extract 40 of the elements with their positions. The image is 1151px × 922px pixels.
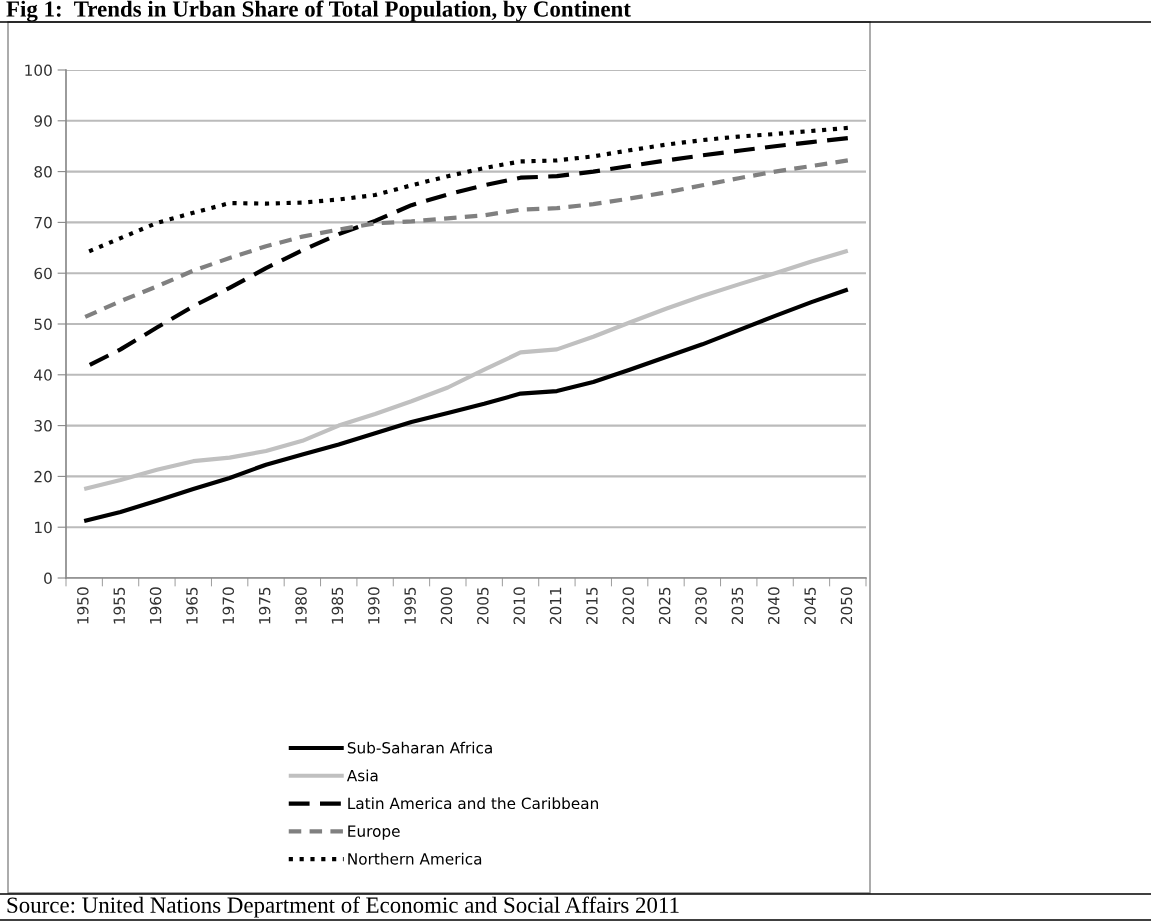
x-tick-label: 2000 (440, 587, 453, 625)
y-tick-label: 50 (34, 318, 52, 331)
y-tick-label: 70 (34, 216, 52, 229)
x-tick-label: 2011 (549, 587, 562, 625)
x-tick-label: 2005 (477, 587, 489, 625)
legend-label: Northern America (348, 852, 482, 865)
x-tick-label: 1970 (222, 587, 235, 624)
x-tick-label: 2025 (658, 587, 671, 625)
legend-label: Asia (346, 769, 378, 782)
x-tick-label: 1980 (295, 587, 307, 624)
y-tick-label: 100 (25, 64, 52, 77)
x-tick-label: 1960 (149, 587, 162, 624)
x-tick-label: 2030 (695, 587, 707, 625)
x-tick-label: 2040 (767, 587, 780, 625)
x-tick-label: 1990 (367, 587, 380, 624)
x-tick-label: 1965 (186, 587, 198, 624)
y-tick-label: 40 (34, 369, 52, 381)
y-tick-label: 80 (34, 166, 52, 178)
x-tick-label: 2035 (731, 587, 744, 625)
x-tick-label: 1985 (331, 587, 344, 624)
legend-label: Latin America and the Caribbean (348, 797, 598, 810)
legend-label: Europe (348, 825, 400, 840)
x-tick-label: 2020 (622, 587, 635, 625)
x-tick-label: 1995 (404, 587, 416, 624)
y-tick-label: 90 (34, 115, 52, 127)
chart-title: Fig 1: Trends in Urban Share of Total Population, by Continent (6, 0, 631, 22)
y-tick-label: 10 (35, 521, 52, 534)
legend-label: Sub-Saharan Africa (347, 741, 492, 754)
y-tick-label: 20 (34, 470, 52, 483)
y-tick-label: 0 (44, 572, 52, 585)
x-tick-label: 1950 (77, 587, 89, 624)
y-tick-label: 30 (34, 420, 52, 432)
x-tick-label: 1955 (113, 587, 125, 624)
x-tick-label: 2010 (513, 587, 525, 625)
y-tick-label: 60 (34, 267, 52, 280)
x-tick-label: 2050 (840, 587, 853, 625)
x-tick-label: 2015 (586, 587, 598, 625)
source-note: Source: United Nations Department of Economic and Social Affairs 2011 (7, 896, 679, 918)
x-tick-label: 2045 (804, 587, 816, 625)
x-tick-label: 1975 (258, 587, 271, 624)
